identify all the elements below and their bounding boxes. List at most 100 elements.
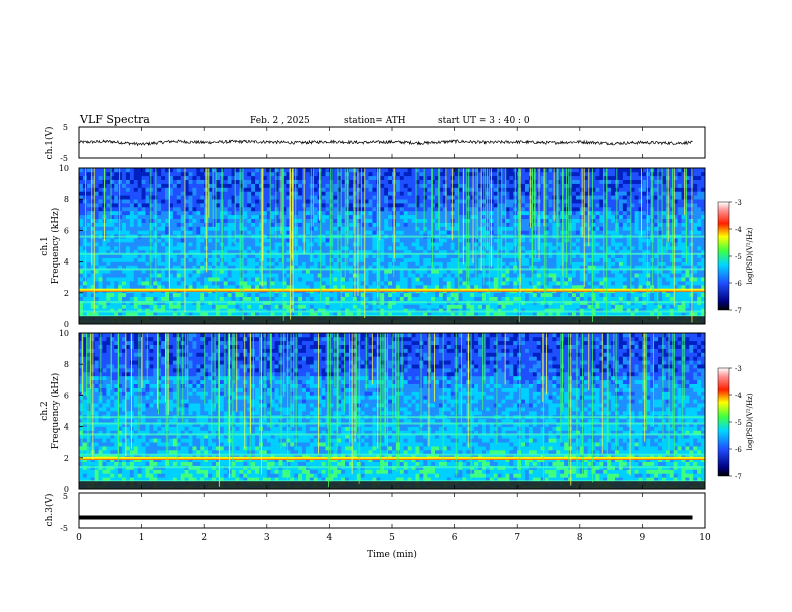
spectrogram-cell xyxy=(333,183,338,188)
spectrogram-cell xyxy=(376,168,381,173)
spectrogram-cell xyxy=(90,292,95,297)
spectrogram-cell xyxy=(435,281,440,286)
spectrogram-cell xyxy=(180,168,185,173)
spectrogram-cell xyxy=(161,210,166,216)
spectrogram-cell xyxy=(438,203,444,208)
spectrogram-cell xyxy=(497,296,502,301)
spectrogram-cell xyxy=(298,168,303,173)
spectrogram-cell xyxy=(505,265,510,270)
spectrogram-cell xyxy=(540,214,545,219)
spectrogram-cell xyxy=(458,277,463,282)
spectrogram-cell xyxy=(208,207,213,212)
spectrogram-cell xyxy=(423,230,428,235)
spectrogram-cell xyxy=(86,218,92,223)
spectrogram-cell xyxy=(243,257,248,262)
spectrogram-cell xyxy=(399,265,405,270)
spectrogram-cell xyxy=(458,296,463,301)
spectrogram-cell xyxy=(435,265,440,270)
spectrogram-cell xyxy=(450,249,455,255)
spectrogram-cell xyxy=(184,242,189,247)
spectrogram-cell xyxy=(110,296,115,301)
spectrogram-cell xyxy=(470,171,475,177)
spectrogram-cell xyxy=(446,210,451,216)
spectrogram-cell xyxy=(321,257,326,262)
spectrogram-cell xyxy=(270,191,275,196)
spectrogram-cell xyxy=(403,210,408,216)
spectrogram-cell xyxy=(188,273,193,278)
spectrogram-cell xyxy=(313,281,318,286)
spectrogram-cell xyxy=(313,191,318,196)
spectrogram-cell xyxy=(251,273,256,278)
spectrogram-cell xyxy=(125,257,131,262)
spectrogram-cell xyxy=(247,171,252,177)
spectrogram-cell xyxy=(172,195,178,200)
spectrogram-cell xyxy=(513,304,518,309)
spectrogram-cell xyxy=(560,304,565,309)
spectrogram-cell xyxy=(262,171,268,177)
spectrogram-cell xyxy=(548,168,553,173)
spectrogram-cell xyxy=(560,292,565,297)
spectrogram-cell xyxy=(141,218,146,223)
spectrogram-cell xyxy=(231,273,236,278)
spectrogram-cell xyxy=(525,230,530,235)
spectrogram-cell xyxy=(215,261,221,266)
spectrogram-cell xyxy=(168,203,174,208)
spectrogram-cell xyxy=(125,187,131,192)
spectrogram-cell xyxy=(419,191,424,196)
spectrogram-cell xyxy=(98,230,103,235)
spectrogram-cell xyxy=(493,273,498,278)
spectrogram-cell xyxy=(122,187,127,192)
spectrogram-cell xyxy=(110,195,115,200)
spectrogram-cell xyxy=(157,304,162,309)
spectrogram-cell xyxy=(125,175,131,180)
spectrogram-cell xyxy=(509,171,514,177)
spectrogram-cell xyxy=(376,203,381,208)
spectrogram-cell xyxy=(372,222,377,227)
spectrogram-cell xyxy=(227,249,232,255)
spectrogram-cell xyxy=(329,230,334,235)
spectrogram-cell xyxy=(212,285,217,290)
spectrogram-cell xyxy=(200,191,205,196)
spectrogram-cell xyxy=(215,199,221,204)
spectrogram-cell xyxy=(145,246,150,251)
spectrogram-cell xyxy=(399,179,405,184)
spectrogram-cell xyxy=(157,281,162,286)
spectrogram-cell xyxy=(102,285,107,290)
spectrogram-cell xyxy=(106,246,111,251)
spectrogram-cell xyxy=(204,273,209,278)
spectrogram-cell xyxy=(372,175,377,180)
spectrogram-cell xyxy=(438,222,444,227)
spectrogram-cell xyxy=(176,281,182,286)
spectrogram-cell xyxy=(309,238,315,243)
spectrogram-cell xyxy=(395,304,401,309)
spectrogram-cell xyxy=(442,304,448,309)
spectrogram-cell xyxy=(450,242,455,247)
spectrogram-cell xyxy=(528,249,534,255)
spectrogram-cell xyxy=(192,292,197,297)
spectrogram-cell xyxy=(274,265,279,270)
spectrogram-cell xyxy=(470,183,475,188)
spectrogram-cell xyxy=(454,179,459,184)
spectrogram-cell xyxy=(188,281,193,286)
spectrogram-cell xyxy=(86,296,92,301)
spectrogram-cell xyxy=(157,249,162,255)
spectrogram-cell xyxy=(325,269,330,274)
spectrogram-cell xyxy=(94,285,99,290)
spectrogram-cell xyxy=(376,242,381,247)
spectrogram-cell xyxy=(114,218,119,223)
spectrogram-cell xyxy=(94,312,99,317)
spectrogram-cell xyxy=(200,261,205,266)
spectrogram-cell xyxy=(454,261,459,266)
spectrogram-cell xyxy=(227,175,232,180)
spectrogram-cell xyxy=(165,265,170,270)
spectrogram-cell xyxy=(196,281,201,286)
spectrogram-cell xyxy=(309,226,315,231)
spectrogram-cell xyxy=(270,226,275,231)
spectrogram-cell xyxy=(544,203,549,208)
spectrogram-cell xyxy=(133,207,138,212)
spectrogram-cell xyxy=(231,203,236,208)
spectrogram-cell xyxy=(552,257,557,262)
spectrogram-cell xyxy=(110,230,115,235)
spectrogram-cell xyxy=(497,207,502,212)
spectrogram-cell xyxy=(450,246,455,251)
